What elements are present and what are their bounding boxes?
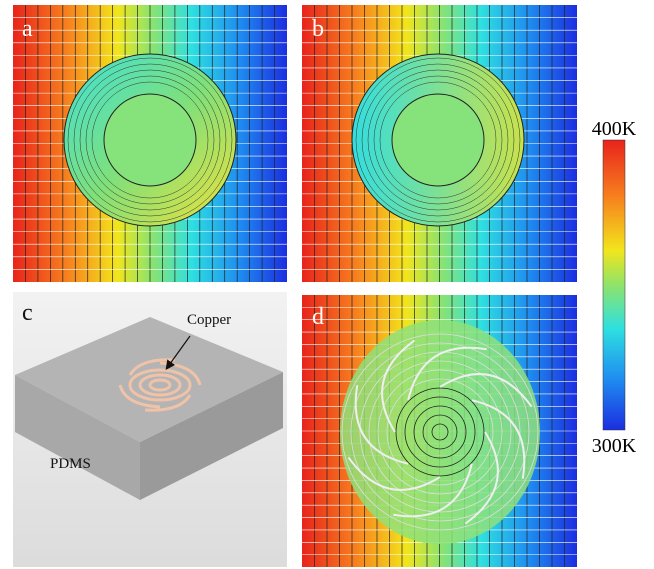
annotation: PDMS: [50, 456, 91, 472]
colorbar-max: 400K: [592, 118, 637, 140]
colorbar: [603, 140, 625, 430]
panel-label: b: [312, 16, 324, 42]
cloak-core: [104, 94, 196, 186]
panel-label: c: [22, 300, 33, 326]
panel-d: [302, 295, 577, 567]
panel-label: a: [22, 16, 33, 42]
panel-c: Copper PDMS: [13, 292, 287, 567]
annotation: Copper: [187, 312, 231, 328]
panel-label: d: [312, 304, 324, 330]
panel-a: [13, 5, 287, 282]
figure: Copper PDMS a b c d 400K 300K: [0, 0, 654, 569]
colorbar-min: 300K: [592, 435, 637, 457]
panel-b: [302, 5, 577, 282]
cloak-core: [392, 94, 484, 186]
